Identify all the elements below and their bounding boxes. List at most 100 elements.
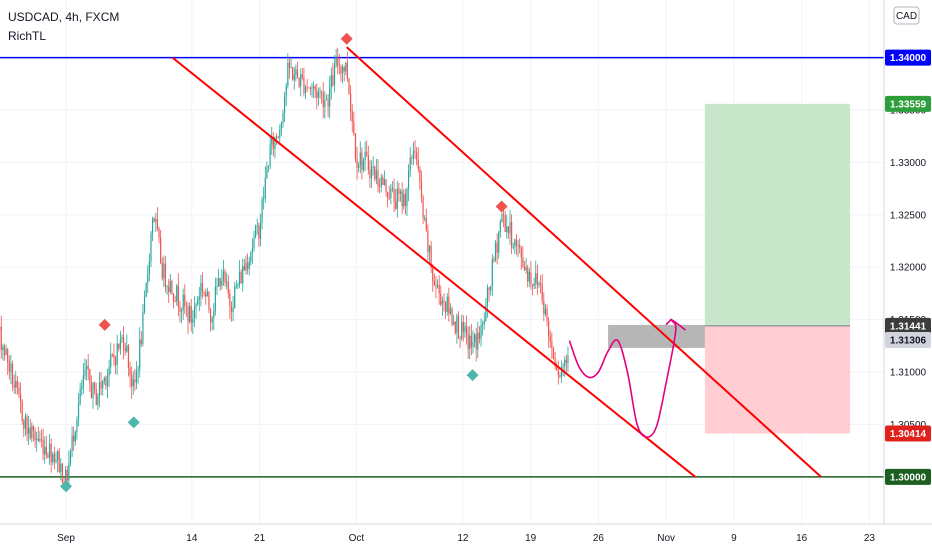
candle-body (379, 186, 381, 187)
candle-body (240, 271, 242, 284)
candle-body (564, 359, 566, 367)
price-axis-panel[interactable] (884, 0, 932, 550)
candle-body (36, 438, 38, 441)
candle-body (443, 300, 445, 303)
target-price-badge: 1.33559 (890, 99, 927, 110)
channel-line[interactable] (171, 56, 696, 478)
candle-body (401, 191, 403, 207)
entry-zone[interactable] (608, 324, 705, 348)
candle-body (465, 326, 468, 335)
candle-body (60, 463, 62, 473)
candle-body (552, 347, 555, 359)
projection-curve[interactable] (568, 318, 686, 438)
candle-body (253, 236, 255, 248)
candle-body (229, 293, 231, 307)
candle-body (222, 271, 225, 282)
target-zone[interactable] (704, 103, 851, 326)
candle-body (556, 366, 558, 371)
candle-body (184, 294, 186, 306)
candle-body (417, 159, 419, 169)
candle-body (177, 285, 179, 307)
candle-body (470, 335, 472, 347)
candle-body (464, 326, 466, 332)
candle-body (567, 355, 569, 364)
pivot-high-marker (98, 318, 111, 331)
candle-body (197, 299, 199, 305)
candle-body (251, 247, 254, 254)
candle-body (422, 197, 424, 219)
candle-body (108, 367, 110, 376)
last-price-badge-bg (885, 331, 931, 348)
candle-body (523, 266, 526, 271)
candle-body (274, 136, 276, 149)
currency-button[interactable]: CAD (893, 6, 920, 25)
candle-body (168, 286, 170, 293)
time-tick-label: 23 (864, 533, 876, 544)
projection-path[interactable] (568, 318, 686, 438)
horizontal-lines[interactable] (0, 56, 884, 478)
candle-body (47, 454, 49, 458)
candle-body (409, 157, 411, 171)
candle-body (304, 87, 307, 94)
candle-body (366, 151, 368, 156)
entry-price-badge-bg (885, 317, 931, 334)
time-tick-label: 26 (593, 533, 605, 544)
stop-zone[interactable] (704, 325, 851, 434)
candle-body (279, 129, 281, 138)
pivot-high-marker (340, 32, 353, 45)
candle-body (135, 371, 138, 383)
candle-body (23, 420, 25, 429)
candle-body (557, 370, 559, 376)
candle-body (219, 277, 221, 286)
indicator-label[interactable]: RichTL (8, 29, 46, 43)
candle-body (81, 386, 83, 390)
candle-body (237, 284, 239, 286)
candle-body (116, 343, 118, 365)
candle-body (288, 62, 291, 68)
candle-body (134, 379, 136, 383)
candle-body (335, 58, 337, 66)
candle-body (478, 332, 481, 340)
zone-rect[interactable] (608, 324, 705, 348)
price-tick-label: 1.31000 (890, 368, 927, 379)
candle-body (324, 100, 326, 108)
candle-body (457, 315, 460, 339)
candle-body (261, 199, 263, 224)
candle-body (248, 261, 250, 270)
stop-price-badge: 1.30414 (890, 429, 927, 440)
candle-body (396, 188, 398, 209)
candle-body (218, 277, 220, 287)
candle-body (502, 214, 505, 216)
time-tick-label: Sep (57, 533, 75, 544)
candle-body (205, 293, 207, 297)
candle-body (306, 87, 308, 89)
candle-body (21, 402, 23, 421)
candle-body (118, 343, 120, 349)
candle-body (255, 226, 257, 237)
candle-body (73, 435, 75, 442)
channel-lines[interactable] (171, 46, 822, 478)
candle-body (459, 338, 461, 340)
candle-body (48, 443, 51, 458)
candle-body (522, 257, 524, 267)
candle-body (440, 293, 442, 305)
candle-body (485, 305, 487, 321)
long-position-tool[interactable] (704, 103, 851, 434)
time-tick-label: 9 (731, 533, 737, 544)
candle-body (148, 260, 150, 274)
candle-body (385, 179, 387, 193)
time-axis-panel[interactable] (0, 524, 932, 550)
candle-body (250, 253, 252, 262)
candle-body (420, 181, 423, 198)
candle-body (382, 177, 384, 185)
candle-body (234, 287, 236, 308)
candle-body (427, 230, 429, 253)
channel-line[interactable] (346, 46, 822, 478)
price-tick-label: 1.33000 (890, 158, 927, 169)
candle-body (74, 431, 76, 442)
candle-body (333, 65, 336, 86)
candle-body (58, 451, 60, 473)
candle-body (230, 306, 233, 313)
